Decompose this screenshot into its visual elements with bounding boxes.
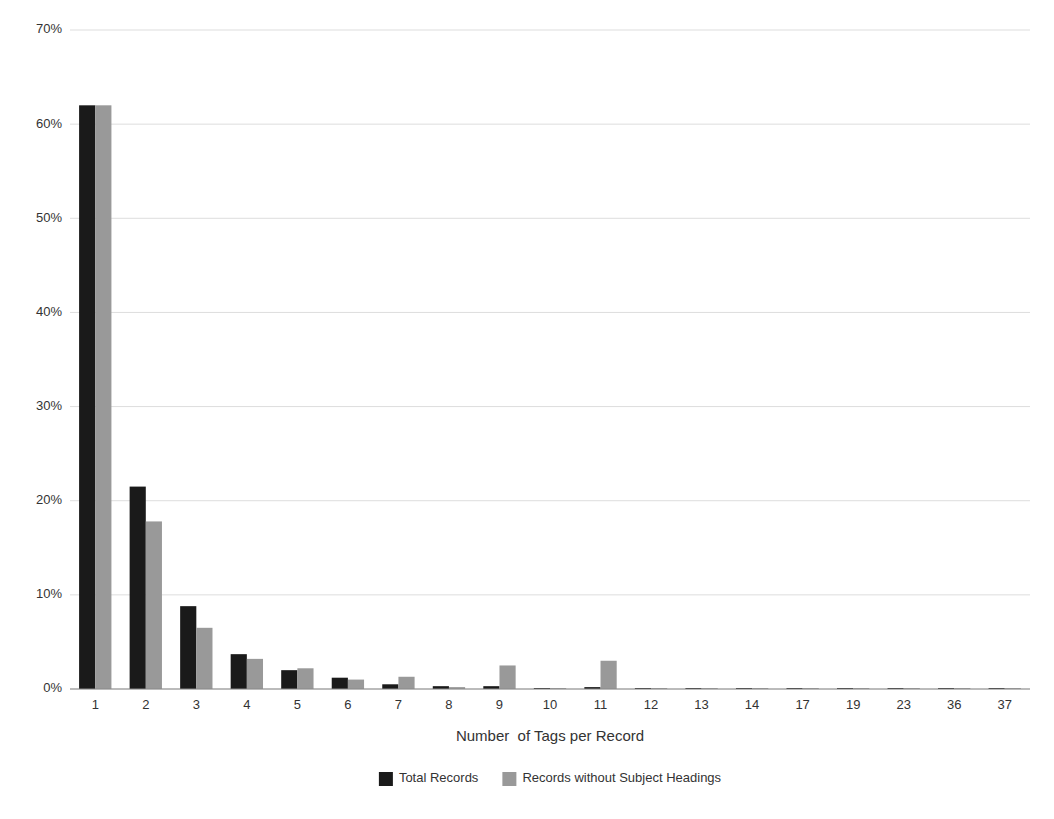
bar (95, 105, 111, 689)
y-grid (70, 30, 1030, 689)
y-tick-label: 50% (36, 210, 62, 225)
bar (601, 661, 617, 689)
bar (332, 678, 348, 689)
x-tick-label: 23 (896, 697, 910, 712)
bar (146, 521, 162, 689)
x-tick-label: 3 (193, 697, 200, 712)
x-tick-label: 8 (445, 697, 452, 712)
bar (231, 654, 247, 689)
x-tick-label: 19 (846, 697, 860, 712)
legend-label: Total Records (399, 770, 479, 785)
bar (130, 487, 146, 689)
x-tick-label: 12 (644, 697, 658, 712)
legend-label: Records without Subject Headings (522, 770, 721, 785)
legend-swatch (502, 772, 516, 786)
bar (398, 677, 414, 689)
x-tick-label: 11 (594, 697, 608, 712)
x-tick-label: 7 (395, 697, 402, 712)
bar (196, 628, 212, 689)
y-tick-label: 60% (36, 116, 62, 131)
legend: Total Records Records without Subject Hea… (379, 770, 722, 786)
bar (79, 105, 95, 689)
x-tick-label: 5 (294, 697, 301, 712)
y-tick-label: 10% (36, 586, 62, 601)
y-tick-label: 70% (36, 21, 62, 36)
x-tick-label: 14 (745, 697, 759, 712)
grid-line (70, 500, 1030, 501)
x-tick-label: 10 (543, 697, 557, 712)
grid-line (70, 312, 1030, 313)
x-tick-label: 17 (795, 697, 809, 712)
x-tick-label: 4 (243, 697, 250, 712)
grid-line (70, 218, 1030, 219)
x-tick-label: 37 (998, 697, 1012, 712)
bar (348, 680, 364, 689)
bar (180, 606, 196, 689)
bar (247, 659, 263, 689)
y-tick-label: 0% (43, 680, 62, 695)
x-tick-label: 6 (344, 697, 351, 712)
bar (382, 684, 398, 689)
y-tick-label: 20% (36, 492, 62, 507)
chart: 0%10%20%30%40%50%60%70%12345678910111213… (0, 0, 1054, 819)
grid-line (70, 689, 1030, 690)
grid-line (70, 124, 1030, 125)
bars (79, 105, 1021, 689)
x-tick-label: 2 (142, 697, 149, 712)
grid-line (70, 30, 1030, 31)
x-tick-label: 13 (694, 697, 708, 712)
bar (281, 670, 297, 689)
x-tick-label: 9 (496, 697, 503, 712)
bar (499, 665, 515, 689)
x-axis-line (70, 689, 1030, 690)
x-axis-label: Number of Tags per Record (456, 727, 644, 744)
grid-line (70, 406, 1030, 407)
bar (297, 668, 313, 689)
x-tick-label: 1 (92, 697, 99, 712)
x-tick-label: 36 (947, 697, 961, 712)
y-tick-label: 30% (36, 398, 62, 413)
grid-line (70, 594, 1030, 595)
legend-swatch (379, 772, 393, 786)
y-tick-label: 40% (36, 304, 62, 319)
